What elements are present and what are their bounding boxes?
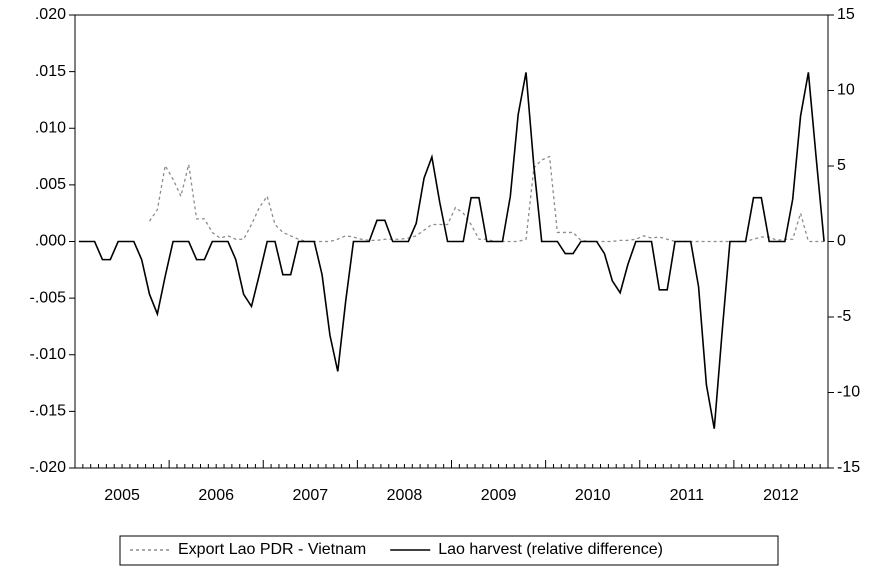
y-tick-label: -.005 [30, 289, 67, 306]
y2-tick-label: -15 [837, 459, 860, 476]
y2-tick-label: 5 [837, 157, 846, 174]
y2-tick-label: -10 [837, 384, 860, 401]
x-tick-label: 2009 [481, 487, 517, 504]
y-tick-label: .010 [35, 119, 66, 136]
legend-label: Lao harvest (relative difference) [438, 541, 663, 558]
y-tick-label: .015 [35, 63, 66, 80]
x-tick-label: 2012 [763, 487, 799, 504]
y2-tick-label: 10 [837, 82, 855, 99]
y-tick-label: -.015 [30, 403, 67, 420]
y2-tick-label: -5 [837, 308, 851, 325]
y2-tick-label: 0 [837, 233, 846, 250]
y-tick-label: .020 [35, 6, 66, 23]
x-tick-label: 2005 [104, 487, 140, 504]
legend-box [119, 535, 779, 566]
y-tick-label: .000 [35, 233, 66, 250]
y2-tick-label: 15 [837, 6, 855, 23]
x-tick-label: 2010 [575, 487, 611, 504]
y-tick-label: .005 [35, 176, 66, 193]
x-tick-label: 2006 [198, 487, 234, 504]
x-tick-label: 2007 [293, 487, 329, 504]
series-line [148, 155, 825, 243]
series-line [78, 72, 825, 429]
x-tick-label: 2011 [670, 487, 705, 504]
x-tick-label: 2008 [387, 487, 423, 504]
y-tick-label: -.020 [30, 459, 67, 476]
y-tick-label: -.010 [30, 346, 67, 363]
legend-label: Export Lao PDR - Vietnam [178, 541, 366, 558]
